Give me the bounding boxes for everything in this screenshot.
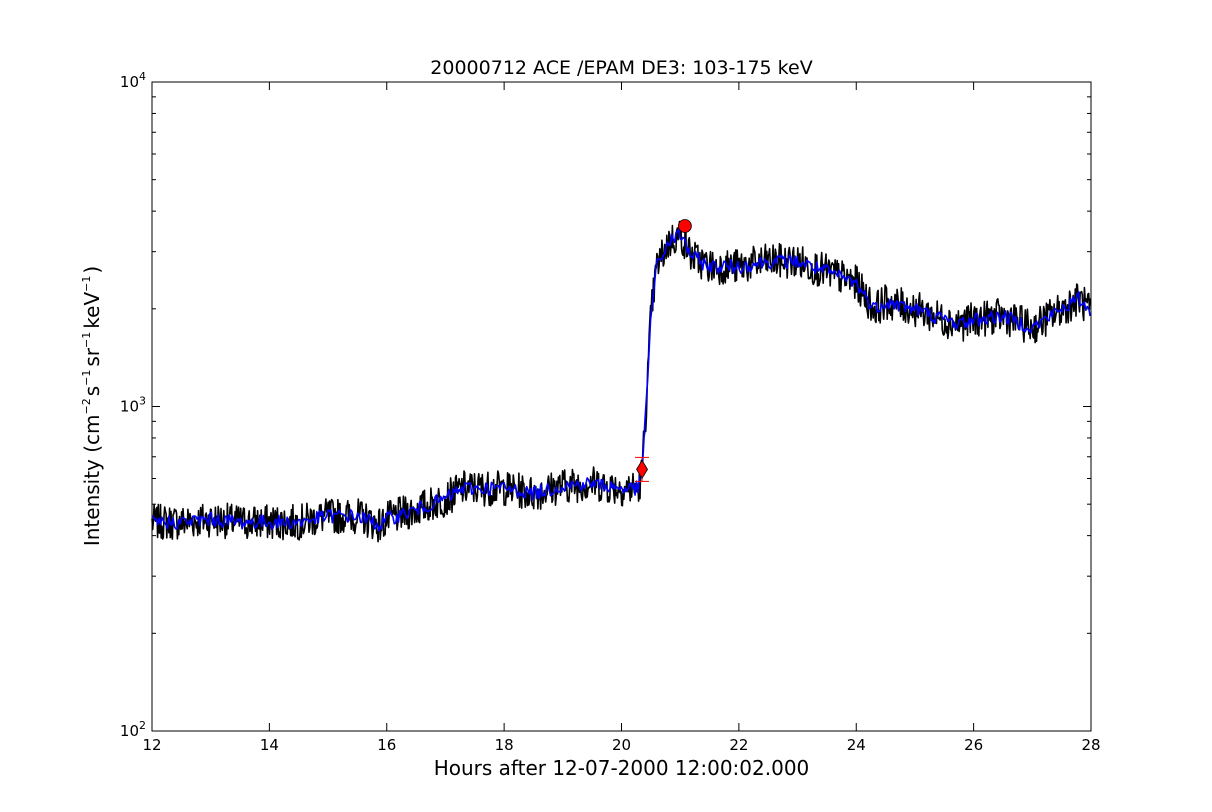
axis-ticks: 12 14 16 18 20 22 24 26 28 102 103 104 <box>120 70 1101 754</box>
x-tick-label: 18 <box>495 736 514 754</box>
onset-marker-diamond <box>636 459 649 480</box>
x-tick-label: 20 <box>612 736 631 754</box>
x-tick-label: 22 <box>729 736 748 754</box>
y-tick-label: 103 <box>120 395 146 416</box>
x-tick-label: 12 <box>142 736 161 754</box>
series-line-1 <box>151 228 1091 532</box>
x-tick-label: 24 <box>847 736 866 754</box>
x-tick-label: 16 <box>377 736 396 754</box>
x-tick-label: 28 <box>1081 736 1100 754</box>
y-tick-label: 102 <box>120 719 146 740</box>
x-axis-label: Hours after 12-07-2000 12:00:02.000 <box>434 756 810 780</box>
y-axis-label: Intensity (cm−2s−1sr−1keV−1) <box>80 266 104 546</box>
plot-frame <box>151 81 1092 732</box>
chart-title: 20000712 ACE /EPAM DE3: 103-175 keV <box>430 57 812 79</box>
plot-area <box>151 219 1092 543</box>
peak-marker-circle <box>677 219 692 233</box>
x-tick-label: 26 <box>964 736 983 754</box>
y-tick-label: 104 <box>120 70 146 91</box>
x-tick-label: 14 <box>260 736 279 754</box>
